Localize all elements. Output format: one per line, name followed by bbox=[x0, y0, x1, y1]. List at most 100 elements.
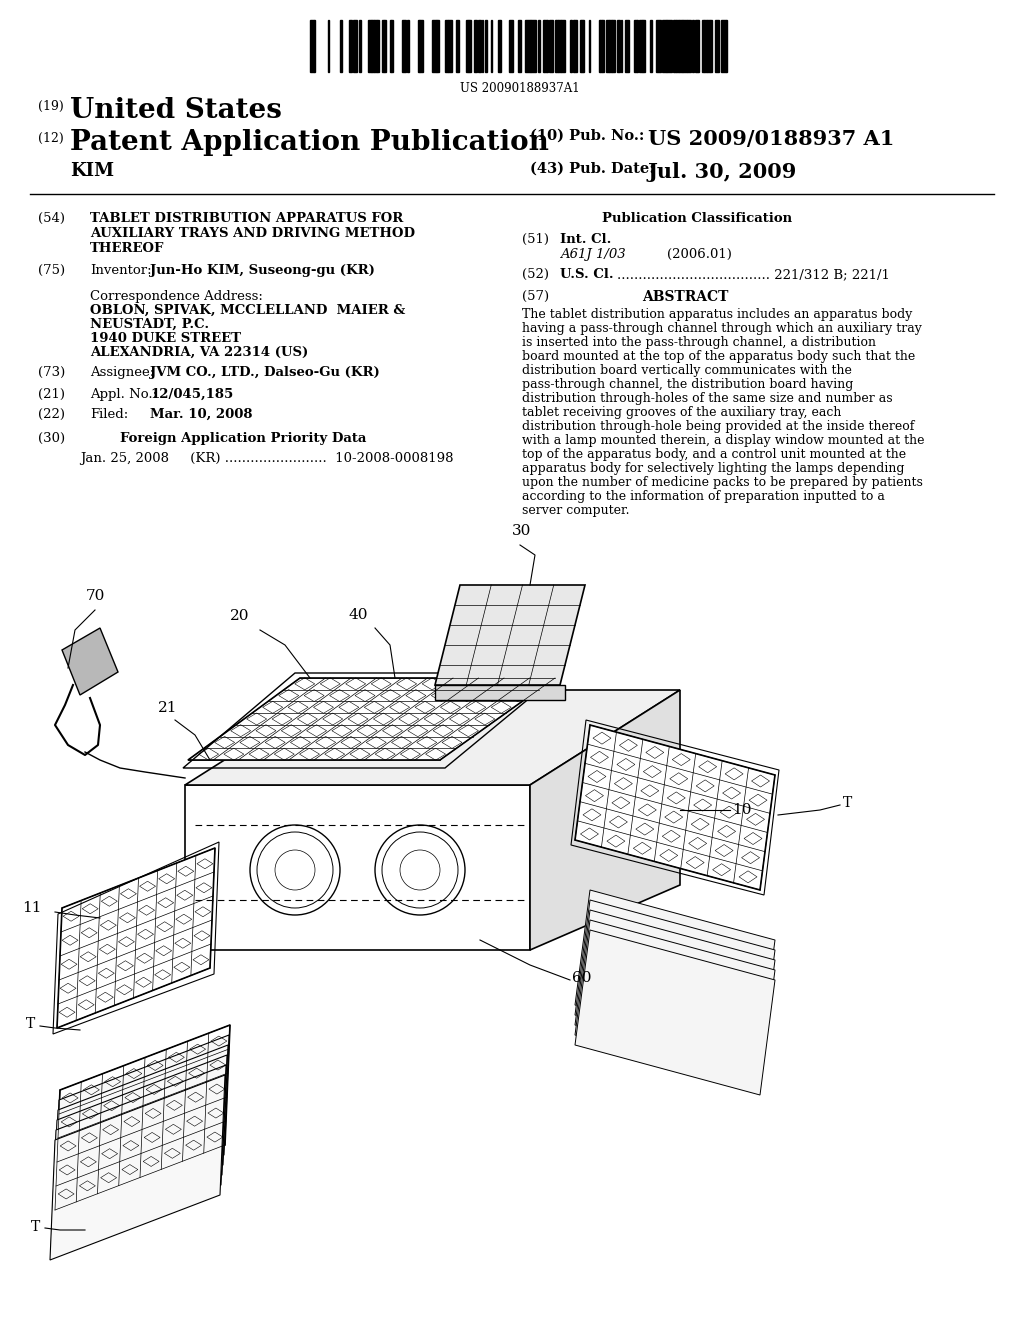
Bar bbox=[634, 20, 637, 73]
Bar bbox=[432, 20, 436, 73]
Bar bbox=[384, 20, 386, 73]
Polygon shape bbox=[575, 725, 775, 890]
Bar bbox=[643, 20, 645, 73]
Text: 11: 11 bbox=[23, 902, 42, 915]
Bar bbox=[420, 20, 423, 73]
Bar bbox=[609, 20, 612, 73]
Bar bbox=[667, 20, 672, 73]
Bar bbox=[485, 20, 487, 73]
Text: 1940 DUKE STREET: 1940 DUKE STREET bbox=[90, 333, 241, 345]
Text: Publication Classification: Publication Classification bbox=[602, 213, 793, 224]
Text: (54): (54) bbox=[38, 213, 65, 224]
Bar bbox=[518, 20, 521, 73]
Bar bbox=[617, 20, 620, 73]
Text: 10: 10 bbox=[732, 803, 752, 817]
Polygon shape bbox=[575, 909, 775, 1074]
Text: T: T bbox=[843, 796, 852, 810]
Text: (21): (21) bbox=[38, 388, 65, 401]
Text: Jun-Ho KIM, Suseong-gu (KR): Jun-Ho KIM, Suseong-gu (KR) bbox=[150, 264, 375, 277]
Text: according to the information of preparation inputted to a: according to the information of preparat… bbox=[522, 490, 885, 503]
Polygon shape bbox=[575, 900, 775, 1065]
Text: Mar. 10, 2008: Mar. 10, 2008 bbox=[150, 408, 253, 421]
Polygon shape bbox=[57, 847, 215, 1028]
Bar bbox=[606, 20, 609, 73]
Bar bbox=[612, 20, 615, 73]
Bar bbox=[549, 20, 553, 73]
Text: ABSTRACT: ABSTRACT bbox=[642, 290, 728, 304]
Bar bbox=[445, 20, 449, 73]
Text: Jul. 30, 2009: Jul. 30, 2009 bbox=[648, 162, 798, 182]
Text: T: T bbox=[31, 1220, 40, 1234]
Bar bbox=[656, 20, 662, 73]
Bar bbox=[310, 20, 314, 73]
Text: distribution through-hole being provided at the inside thereof: distribution through-hole being provided… bbox=[522, 420, 914, 433]
Bar bbox=[402, 20, 406, 73]
Bar bbox=[574, 20, 577, 73]
Text: Correspondence Address:: Correspondence Address: bbox=[90, 290, 263, 304]
Text: (2006.01): (2006.01) bbox=[667, 248, 732, 261]
Text: having a pass-through channel through which an auxiliary tray: having a pass-through channel through wh… bbox=[522, 322, 922, 335]
Bar bbox=[377, 20, 379, 73]
Bar bbox=[368, 20, 371, 73]
Bar bbox=[538, 20, 540, 73]
Bar bbox=[600, 20, 602, 73]
Text: pass-through channel, the distribution board having: pass-through channel, the distribution b… bbox=[522, 378, 853, 391]
Polygon shape bbox=[51, 1065, 226, 1250]
Text: (52): (52) bbox=[522, 268, 549, 281]
Text: .................................... 221/312 B; 221/1: .................................... 221… bbox=[617, 268, 890, 281]
Text: upon the number of medicine packs to be prepared by patients: upon the number of medicine packs to be … bbox=[522, 477, 923, 488]
Text: United States: United States bbox=[70, 96, 282, 124]
Text: TABLET DISTRIBUTION APPARATUS FOR: TABLET DISTRIBUTION APPARATUS FOR bbox=[90, 213, 403, 224]
Text: Jan. 25, 2008     (KR) ........................  10-2008-0008198: Jan. 25, 2008 (KR) .....................… bbox=[80, 451, 454, 465]
Bar bbox=[374, 20, 377, 73]
Text: (73): (73) bbox=[38, 366, 66, 379]
Text: (22): (22) bbox=[38, 408, 65, 421]
Polygon shape bbox=[435, 685, 565, 700]
Bar bbox=[456, 20, 459, 73]
Text: tablet receiving grooves of the auxiliary tray, each: tablet receiving grooves of the auxiliar… bbox=[522, 407, 842, 418]
Polygon shape bbox=[575, 890, 775, 1055]
Text: AUXILIARY TRAYS AND DRIVING METHOD: AUXILIARY TRAYS AND DRIVING METHOD bbox=[90, 227, 415, 240]
Text: NEUSTADT, P.C.: NEUSTADT, P.C. bbox=[90, 318, 209, 331]
Text: 12/045,185: 12/045,185 bbox=[150, 388, 233, 401]
Bar bbox=[561, 20, 565, 73]
Bar bbox=[359, 20, 361, 73]
Bar bbox=[478, 20, 481, 73]
Bar bbox=[558, 20, 561, 73]
Bar bbox=[437, 20, 439, 73]
Bar bbox=[650, 20, 652, 73]
Bar bbox=[474, 20, 477, 73]
Text: OBLON, SPIVAK, MCCLELLAND  MAIER &: OBLON, SPIVAK, MCCLELLAND MAIER & bbox=[90, 304, 406, 317]
Text: U.S. Cl.: U.S. Cl. bbox=[560, 268, 613, 281]
Bar bbox=[683, 20, 687, 73]
Text: (12): (12) bbox=[38, 132, 63, 145]
Polygon shape bbox=[52, 1055, 227, 1239]
Bar bbox=[679, 20, 682, 73]
Text: 40: 40 bbox=[348, 609, 368, 622]
Text: Foreign Application Priority Data: Foreign Application Priority Data bbox=[120, 432, 367, 445]
Text: Appl. No.:: Appl. No.: bbox=[90, 388, 157, 401]
Bar bbox=[705, 20, 707, 73]
Text: (75): (75) bbox=[38, 264, 66, 277]
Bar bbox=[340, 20, 342, 73]
Text: (43) Pub. Date:: (43) Pub. Date: bbox=[530, 162, 654, 176]
Bar bbox=[466, 20, 468, 73]
Bar bbox=[662, 20, 666, 73]
Text: (10) Pub. No.:: (10) Pub. No.: bbox=[530, 129, 644, 143]
Text: distribution board vertically communicates with the: distribution board vertically communicat… bbox=[522, 364, 852, 378]
Polygon shape bbox=[435, 585, 585, 685]
Text: US 2009/0188937 A1: US 2009/0188937 A1 bbox=[648, 129, 894, 149]
Text: 21: 21 bbox=[159, 701, 178, 715]
Polygon shape bbox=[575, 920, 775, 1085]
Text: with a lamp mounted therein, a display window mounted at the: with a lamp mounted therein, a display w… bbox=[522, 434, 925, 447]
Bar bbox=[544, 20, 547, 73]
Bar bbox=[687, 20, 691, 73]
Text: is inserted into the pass-through channel, a distribution: is inserted into the pass-through channe… bbox=[522, 337, 876, 348]
Bar bbox=[556, 20, 558, 73]
Polygon shape bbox=[50, 1074, 225, 1261]
Bar bbox=[702, 20, 705, 73]
Bar bbox=[676, 20, 679, 73]
Text: apparatus body for selectively lighting the lamps depending: apparatus body for selectively lighting … bbox=[522, 462, 904, 475]
Bar bbox=[639, 20, 642, 73]
Bar bbox=[625, 20, 629, 73]
